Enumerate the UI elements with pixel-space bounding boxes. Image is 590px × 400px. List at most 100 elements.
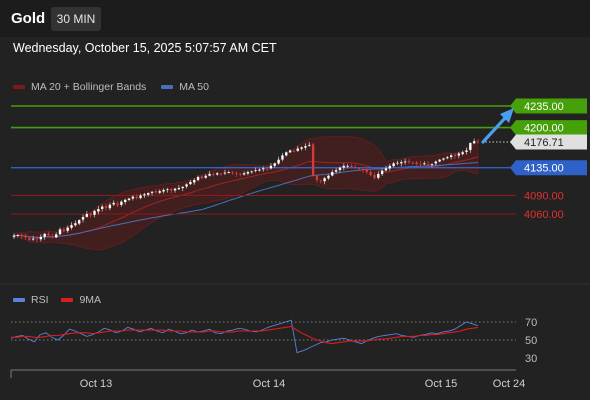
price-tag: 4200.00: [510, 120, 587, 136]
candle-body: [223, 172, 227, 174]
candle: [323, 176, 326, 185]
candle: [453, 152, 457, 159]
candle-body: [373, 174, 376, 179]
candle-body: [208, 173, 211, 176]
candle: [258, 168, 261, 172]
candle: [170, 188, 173, 194]
candle-body: [150, 191, 154, 193]
candle-body: [231, 172, 234, 174]
candle-body: [120, 201, 123, 205]
candle: [70, 222, 73, 230]
projection-arrow: [481, 108, 514, 144]
candle: [231, 171, 234, 175]
bollinger-band: [13, 136, 479, 251]
candle-body: [350, 165, 353, 168]
candle-body: [281, 155, 284, 160]
candle-body: [476, 141, 480, 143]
candle: [66, 225, 69, 233]
candle: [346, 163, 349, 169]
candle-body: [39, 236, 43, 240]
candle: [442, 157, 445, 161]
candle-body: [300, 147, 303, 149]
candle: [392, 161, 395, 168]
candle: [242, 171, 246, 176]
price-legend: MA 20 + Bollinger Bands MA 50: [13, 81, 209, 93]
ma50-legend-label: MA 50: [179, 81, 209, 93]
candle-body: [392, 163, 395, 167]
candle: [461, 150, 464, 156]
candle-body: [426, 163, 430, 165]
candle-body: [97, 209, 100, 212]
candle-body: [285, 152, 288, 156]
candle-body: [338, 167, 342, 171]
candle-body: [361, 169, 365, 171]
candle: [150, 191, 154, 196]
candle-body: [143, 194, 146, 196]
rsi-legend: RSI 9MA: [13, 294, 101, 306]
rsi-ma-legend-label: 9MA: [79, 294, 102, 306]
candle-body: [131, 196, 135, 199]
candle: [212, 172, 215, 177]
candle-body: [235, 173, 238, 174]
candle-body: [323, 178, 326, 182]
candle-body: [334, 170, 338, 172]
timeframe-button[interactable]: 30 MIN: [51, 7, 101, 31]
rsi-legend-label: RSI: [31, 294, 49, 306]
candle-body: [369, 171, 372, 176]
candle-body: [365, 169, 368, 173]
candle: [219, 172, 223, 176]
candle-body: [212, 174, 215, 175]
candle-body: [265, 168, 269, 170]
candle: [476, 139, 480, 144]
candle: [273, 162, 276, 168]
candle: [204, 174, 207, 179]
candle: [239, 172, 242, 177]
candle: [127, 197, 131, 202]
candle: [181, 186, 184, 192]
candle: [319, 179, 322, 184]
candle: [419, 160, 422, 167]
candle: [208, 170, 211, 177]
candle-body: [419, 163, 422, 165]
projection-arrow-head: [500, 108, 514, 123]
candle-body: [442, 158, 445, 160]
candle-body: [81, 217, 85, 220]
candle: [85, 211, 89, 218]
x-tick-label: Oct 24: [493, 378, 525, 390]
candle-body: [135, 196, 138, 198]
candle: [296, 145, 299, 153]
candle: [334, 167, 338, 174]
candle: [43, 232, 46, 240]
candle-body: [346, 165, 349, 167]
candle: [380, 168, 384, 176]
price-tag-label: 4060.00: [524, 209, 564, 221]
candle-body: [112, 202, 115, 205]
candle: [177, 185, 181, 191]
candle-body: [20, 234, 23, 237]
candle-body: [254, 170, 257, 171]
candle-body: [327, 175, 330, 179]
price-panel: 4235.00 4200.00 4176.71 4135.00 4090.00 4060.…: [0, 98, 590, 285]
candle: [446, 155, 449, 160]
candle: [143, 192, 146, 199]
candle-body: [170, 188, 173, 191]
candle: [74, 220, 77, 227]
rsi-tick-label: 50: [525, 335, 537, 347]
candle-body: [377, 173, 380, 178]
candle: [457, 151, 461, 159]
candle: [354, 164, 357, 170]
rsi-swatch: [13, 298, 25, 303]
candle: [58, 227, 62, 235]
candle-body: [262, 168, 265, 170]
candle-body: [227, 172, 230, 173]
candle-body: [403, 161, 407, 163]
candle-body: [269, 165, 273, 169]
candle-body: [158, 191, 161, 193]
candle-body: [127, 198, 131, 200]
candle-body: [242, 173, 246, 175]
price-tag-shape: [510, 120, 587, 136]
candle: [373, 172, 376, 180]
candle-body: [70, 225, 73, 228]
candle: [16, 234, 20, 238]
